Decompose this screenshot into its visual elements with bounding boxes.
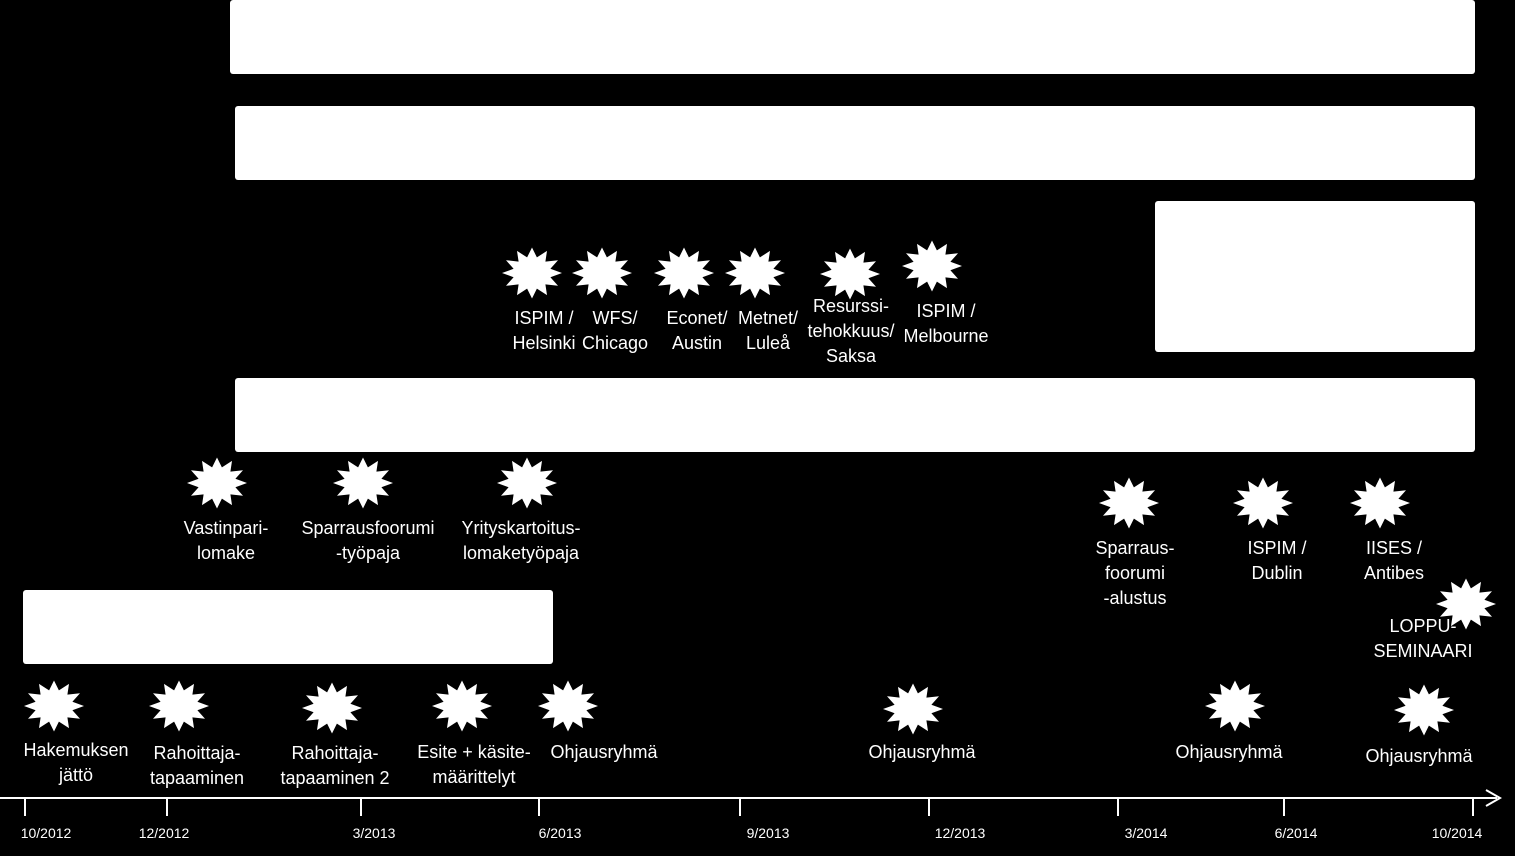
timeline-bar-2 [235, 106, 1475, 180]
event-label-metnet-lulea: Metnet/Luleå [737, 308, 799, 353]
timeline-bar-4 [235, 378, 1475, 452]
starburst-icon [185, 457, 249, 509]
event-label-wfs-chicago: WFS/Chicago [581, 308, 649, 353]
starburst-icon [300, 682, 364, 734]
timeline-bar-5 [23, 590, 553, 664]
event-label-econet-austin: Econet/Austin [666, 308, 728, 353]
axis-tick [1472, 799, 1474, 816]
axis-arrow-icon [1485, 789, 1503, 807]
event-label-ohjausryhma-3: Ohjausryhmä [1175, 742, 1283, 762]
axis-tick-label: 3/2014 [1124, 825, 1168, 841]
timeline-bar-1 [230, 0, 1475, 74]
axis-tick-label: 6/2014 [1274, 825, 1318, 841]
axis-tick [928, 799, 930, 816]
starburst-icon [1231, 477, 1295, 529]
event-label-rahoittajatapaaminen: Rahoittaja-tapaaminen [149, 743, 245, 788]
event-label-ohjausryhma-2: Ohjausryhmä [868, 742, 976, 762]
event-label-vastinparilomake: Vastinpari-lomake [183, 518, 269, 563]
starburst-icon [147, 680, 211, 732]
event-label-ispim-melbourne: ISPIM / Melbourne [903, 301, 989, 346]
axis-tick-label: 9/2013 [746, 825, 790, 841]
event-label-ohjausryhma-1: Ohjausryhmä [550, 742, 658, 762]
event-label-rahoittajatapaaminen-2: Rahoittaja-tapaaminen 2 [280, 743, 390, 788]
starburst-icon [1203, 680, 1267, 732]
starburst-icon [900, 240, 964, 292]
axis-tick-label: 12/2012 [138, 825, 190, 841]
starburst-icon [331, 457, 395, 509]
axis-tick [538, 799, 540, 816]
axis-tick-label: 12/2013 [934, 825, 986, 841]
event-label-sparrausfoorumi-alustus: Sparraus-foorumi -alustus [1095, 538, 1175, 608]
event-label-esite-kasitemaarittelyt: Esite + käsite-määrittelyt [417, 742, 531, 787]
starburst-icon [818, 248, 882, 300]
axis-tick [1117, 799, 1119, 816]
starburst-icon [1392, 684, 1456, 736]
event-label-loppuseminaari: LOPPU- SEMINAARI [1373, 616, 1473, 661]
starburst-icon [430, 680, 494, 732]
starburst-icon [500, 247, 564, 299]
starburst-icon [22, 680, 86, 732]
event-label-yrityskartoitus: Yrityskartoitus-lomaketyöpaja [461, 518, 581, 563]
event-label-ohjausryhma-4: Ohjausryhmä [1365, 746, 1473, 766]
timeline-bar-3 [1155, 201, 1475, 352]
axis-tick [166, 799, 168, 816]
event-label-hakemuksen-jatto: Hakemuksen jättö [23, 740, 129, 785]
starburst-icon [723, 247, 787, 299]
axis-tick [739, 799, 741, 816]
axis-tick-label: 10/2012 [20, 825, 72, 841]
axis-tick [360, 799, 362, 816]
starburst-icon [536, 680, 600, 732]
starburst-icon [1348, 477, 1412, 529]
starburst-icon [652, 247, 716, 299]
event-label-sparrausfoorumi-tyopaja: Sparrausfoorumi -työpaja [301, 518, 435, 563]
starburst-icon [1434, 578, 1498, 630]
event-label-resurssitehokkuus-saksa: Resurssi-tehokkuus/Saksa [807, 296, 895, 366]
axis-tick [1283, 799, 1285, 816]
starburst-icon [881, 683, 945, 735]
event-label-ispim-dublin: ISPIM / Dublin [1247, 538, 1307, 583]
event-label-iises-antibes: IISES / Antibes [1363, 538, 1425, 583]
axis-tick-label: 10/2014 [1431, 825, 1483, 841]
axis-tick [24, 799, 26, 816]
axis-tick-label: 6/2013 [538, 825, 582, 841]
starburst-icon [570, 247, 634, 299]
event-label-ispim-helsinki: ISPIM / Helsinki [512, 308, 576, 353]
starburst-icon [1097, 477, 1161, 529]
axis-tick-label: 3/2013 [352, 825, 396, 841]
starburst-icon [495, 457, 559, 509]
timeline-axis [0, 789, 1503, 807]
